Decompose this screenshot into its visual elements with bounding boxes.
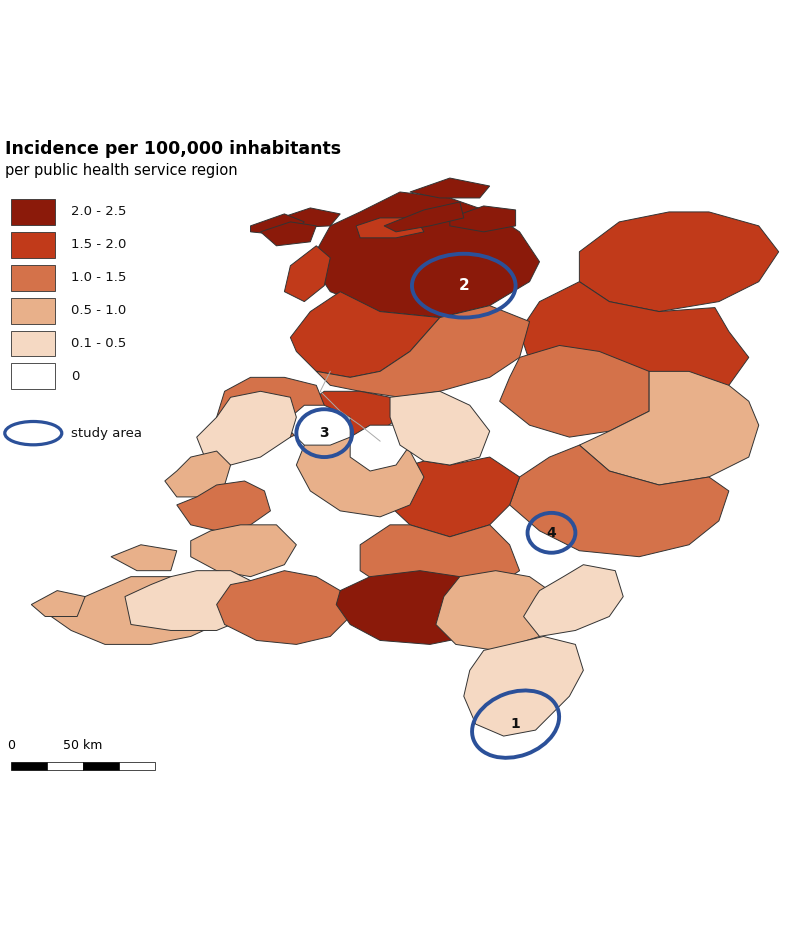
- Polygon shape: [217, 570, 350, 645]
- Text: study area: study area: [71, 426, 142, 440]
- Polygon shape: [410, 178, 490, 198]
- Bar: [11, 762, 47, 770]
- Bar: [119, 762, 155, 770]
- Polygon shape: [436, 570, 559, 650]
- Polygon shape: [523, 565, 623, 637]
- Text: 3: 3: [319, 426, 329, 440]
- Polygon shape: [356, 218, 424, 238]
- Polygon shape: [579, 212, 778, 311]
- Text: 2: 2: [458, 278, 469, 293]
- Polygon shape: [350, 426, 410, 471]
- Polygon shape: [111, 545, 177, 570]
- Text: Incidence per 100,000 inhabitants: Incidence per 100,000 inhabitants: [6, 140, 342, 158]
- Text: 0: 0: [7, 739, 15, 752]
- Text: per public health service region: per public health service region: [6, 163, 238, 178]
- Text: 0.1 - 0.5: 0.1 - 0.5: [71, 337, 126, 350]
- Polygon shape: [250, 214, 304, 236]
- FancyBboxPatch shape: [11, 364, 55, 389]
- Polygon shape: [380, 457, 519, 537]
- Bar: [47, 762, 83, 770]
- Polygon shape: [336, 570, 490, 645]
- Polygon shape: [390, 391, 490, 465]
- Polygon shape: [285, 246, 330, 302]
- Text: 0: 0: [71, 369, 79, 383]
- Text: 50 km: 50 km: [63, 739, 102, 752]
- FancyBboxPatch shape: [11, 199, 55, 225]
- Polygon shape: [464, 637, 583, 736]
- Text: 1.5 - 2.0: 1.5 - 2.0: [71, 238, 126, 251]
- Polygon shape: [579, 371, 758, 485]
- Polygon shape: [510, 446, 729, 557]
- Polygon shape: [125, 570, 265, 630]
- FancyBboxPatch shape: [11, 330, 55, 356]
- Polygon shape: [51, 577, 217, 645]
- Text: 1.0 - 1.5: 1.0 - 1.5: [71, 271, 126, 285]
- Polygon shape: [310, 192, 539, 318]
- Text: 0.5 - 1.0: 0.5 - 1.0: [71, 304, 126, 317]
- Polygon shape: [165, 451, 230, 497]
- Polygon shape: [261, 222, 316, 246]
- Polygon shape: [384, 202, 464, 232]
- Polygon shape: [177, 481, 270, 531]
- Polygon shape: [316, 306, 530, 397]
- Polygon shape: [281, 208, 340, 228]
- Polygon shape: [290, 291, 440, 377]
- Polygon shape: [519, 282, 749, 411]
- Polygon shape: [500, 346, 649, 437]
- Text: 4: 4: [546, 526, 556, 540]
- Text: 2.0 - 2.5: 2.0 - 2.5: [71, 206, 126, 218]
- Polygon shape: [197, 391, 296, 465]
- Polygon shape: [296, 426, 424, 517]
- Polygon shape: [31, 590, 85, 617]
- FancyBboxPatch shape: [11, 232, 55, 258]
- FancyBboxPatch shape: [11, 298, 55, 324]
- FancyBboxPatch shape: [11, 265, 55, 290]
- Polygon shape: [296, 391, 400, 437]
- Bar: [83, 762, 119, 770]
- Polygon shape: [217, 377, 324, 446]
- Polygon shape: [360, 525, 519, 601]
- Text: 1: 1: [510, 717, 521, 731]
- Polygon shape: [450, 206, 515, 232]
- Polygon shape: [190, 525, 296, 577]
- Polygon shape: [290, 406, 350, 446]
